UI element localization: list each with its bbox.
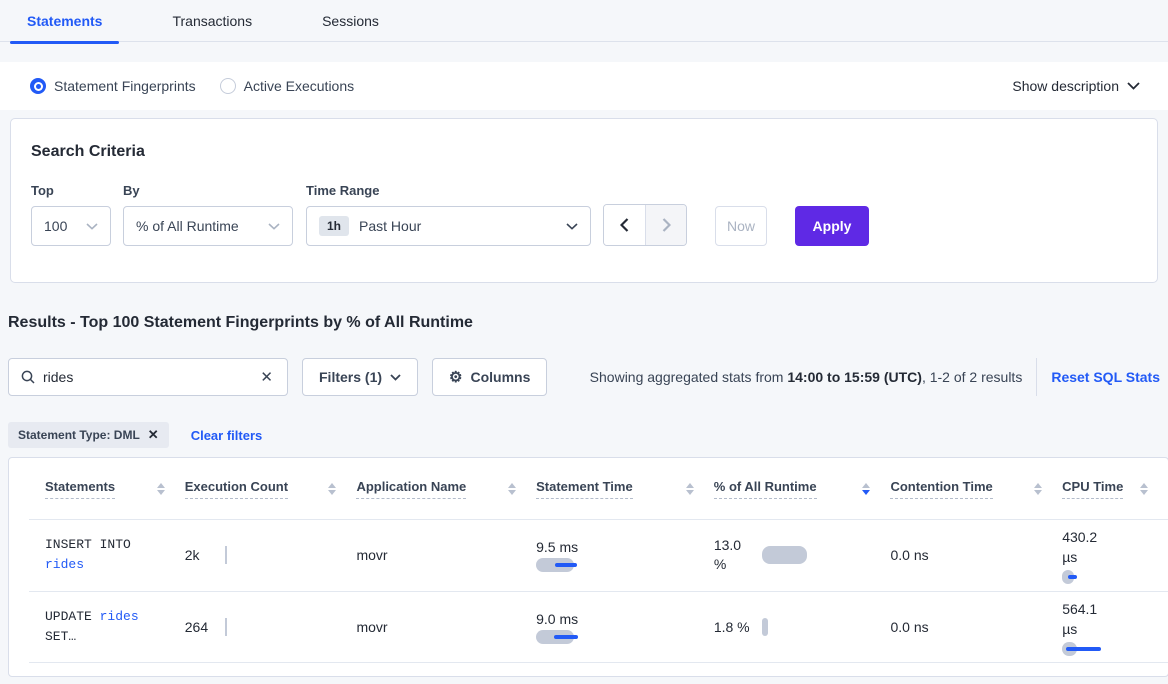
chevron-down-icon <box>1127 82 1140 90</box>
gear-icon: ⚙ <box>449 368 463 386</box>
statement-link[interactable]: rides <box>45 557 85 572</box>
top-select[interactable]: 100 <box>31 206 111 246</box>
columns-button-label: Columns <box>470 369 531 385</box>
by-select[interactable]: % of All Runtime <box>123 206 293 246</box>
column-header-execution-count[interactable]: Execution Count <box>184 479 357 499</box>
runtime-bar <box>761 618 842 636</box>
statements-table: Statements Execution Count Application N… <box>8 457 1168 677</box>
chevron-down-icon <box>390 373 401 381</box>
cpu-time-cell: 430.2 µs <box>1062 527 1168 584</box>
contention-time-cell: 0.0 ns <box>890 619 929 635</box>
chevron-down-icon <box>268 222 280 230</box>
statement-time-bar <box>536 629 616 644</box>
execution-count-cell: 2k <box>185 546 357 564</box>
radio-statement-fingerprints[interactable]: Statement Fingerprints <box>30 78 196 94</box>
column-header-contention-time[interactable]: Contention Time <box>890 479 1062 499</box>
cpu-time-cell: 564.1 µs <box>1062 599 1168 656</box>
radio-label-fingerprints: Statement Fingerprints <box>54 78 196 94</box>
time-range-pager <box>603 204 687 246</box>
columns-button[interactable]: ⚙ Columns <box>432 358 548 396</box>
search-clear-icon[interactable]: ✕ <box>260 369 273 386</box>
apply-button[interactable]: Apply <box>795 206 869 246</box>
sort-icon <box>328 482 337 495</box>
now-button[interactable]: Now <box>715 206 767 246</box>
by-select-value: % of All Runtime <box>136 218 239 234</box>
page-tabs: Statements Transactions Sessions <box>0 0 1168 44</box>
column-header-percent-runtime[interactable]: % of All Runtime <box>713 479 891 499</box>
column-header-application-name[interactable]: Application Name <box>356 479 536 499</box>
statement-time-bar <box>536 557 616 572</box>
time-range-value: Past Hour <box>359 218 422 234</box>
application-name-cell: movr <box>356 619 388 635</box>
time-range-prev-button[interactable] <box>604 205 645 245</box>
chevron-left-icon <box>620 218 629 232</box>
table-row[interactable]: INSERT INTO rides 2k movr 9.5 ms 13.0 % <box>9 519 1168 591</box>
runtime-percent-cell: 1.8 % <box>714 618 891 637</box>
sort-icon <box>1139 482 1148 495</box>
runtime-bar <box>761 546 842 564</box>
view-toggle-row: Statement Fingerprints Active Executions… <box>0 62 1168 110</box>
chevron-right-icon <box>662 218 671 232</box>
time-range-label: Time Range <box>306 183 380 198</box>
search-input[interactable] <box>43 369 259 385</box>
active-filters-row: Statement Type: DML ✕ Clear filters <box>8 422 262 448</box>
column-header-cpu-time[interactable]: CPU Time <box>1062 479 1168 499</box>
execution-count-cell: 264 <box>185 618 357 636</box>
application-name-cell: movr <box>356 547 388 563</box>
by-label: By <box>123 183 140 198</box>
statement-time-cell: 9.0 ms <box>536 611 714 644</box>
tab-sessions[interactable]: Sessions <box>322 12 379 29</box>
runtime-percent-cell: 13.0 % <box>714 536 891 574</box>
toolbar-divider <box>1036 358 1038 396</box>
filter-pill-label: Statement Type: DML <box>18 428 140 442</box>
sort-icon <box>156 482 165 495</box>
top-label: Top <box>31 183 54 198</box>
aggregated-stats-note: Showing aggregated stats from 14:00 to 1… <box>589 369 1023 385</box>
statement-search-box[interactable]: ✕ <box>8 358 288 396</box>
chevron-down-icon <box>566 222 578 230</box>
tab-statements[interactable]: Statements <box>10 0 120 44</box>
show-description-label: Show description <box>1012 78 1119 94</box>
results-heading: Results - Top 100 Statement Fingerprints… <box>8 314 473 331</box>
contention-time-cell: 0.0 ns <box>890 547 929 563</box>
show-description-toggle[interactable]: Show description <box>1012 78 1140 94</box>
search-criteria-title: Search Criteria <box>31 143 145 160</box>
statement-fingerprint: UPDATE rides SET… <box>45 609 139 644</box>
search-icon <box>21 370 35 384</box>
radio-unselected-icon <box>219 78 236 94</box>
radio-active-executions[interactable]: Active Executions <box>219 78 355 94</box>
results-toolbar: ✕ Filters (1) ⚙ Columns Showing aggregat… <box>8 358 1160 396</box>
filters-button[interactable]: Filters (1) <box>302 358 419 396</box>
chevron-down-icon <box>86 222 98 230</box>
time-range-next-button[interactable] <box>645 205 686 245</box>
time-range-select[interactable]: 1h Past Hour <box>306 206 591 246</box>
cpu-time-bar <box>1062 569 1142 584</box>
sort-icon <box>508 482 517 495</box>
statement-link[interactable]: rides <box>99 609 139 624</box>
statement-time-cell: 9.5 ms <box>536 539 714 572</box>
filter-pill-statement-type[interactable]: Statement Type: DML ✕ <box>8 422 169 448</box>
sort-icon <box>1034 482 1043 495</box>
column-header-statement-time[interactable]: Statement Time <box>536 479 714 499</box>
radio-selected-icon <box>30 78 46 94</box>
count-bar <box>224 618 227 636</box>
cpu-time-bar <box>1062 641 1142 656</box>
count-bar <box>224 546 227 564</box>
filters-button-label: Filters (1) <box>319 369 383 385</box>
statement-fingerprint: INSERT INTO rides <box>45 537 131 572</box>
top-select-value: 100 <box>44 218 68 234</box>
filter-pill-remove-icon[interactable]: ✕ <box>147 427 159 442</box>
clear-filters-link[interactable]: Clear filters <box>190 427 263 443</box>
tab-transactions[interactable]: Transactions <box>172 12 253 29</box>
radio-label-active-executions: Active Executions <box>243 78 355 94</box>
table-row[interactable]: UPDATE rides SET… 264 movr 9.0 ms 1.8 % <box>9 591 1168 663</box>
table-header-row: Statements Execution Count Application N… <box>9 458 1168 519</box>
sort-icon <box>685 482 694 495</box>
time-range-badge: 1h <box>319 216 350 236</box>
column-header-statements[interactable]: Statements <box>9 479 185 499</box>
search-criteria-card: Search Criteria Top 100 By % of All Runt… <box>10 118 1158 283</box>
reset-sql-stats-link[interactable]: Reset SQL Stats <box>1051 369 1160 385</box>
sort-desc-icon <box>862 482 871 495</box>
